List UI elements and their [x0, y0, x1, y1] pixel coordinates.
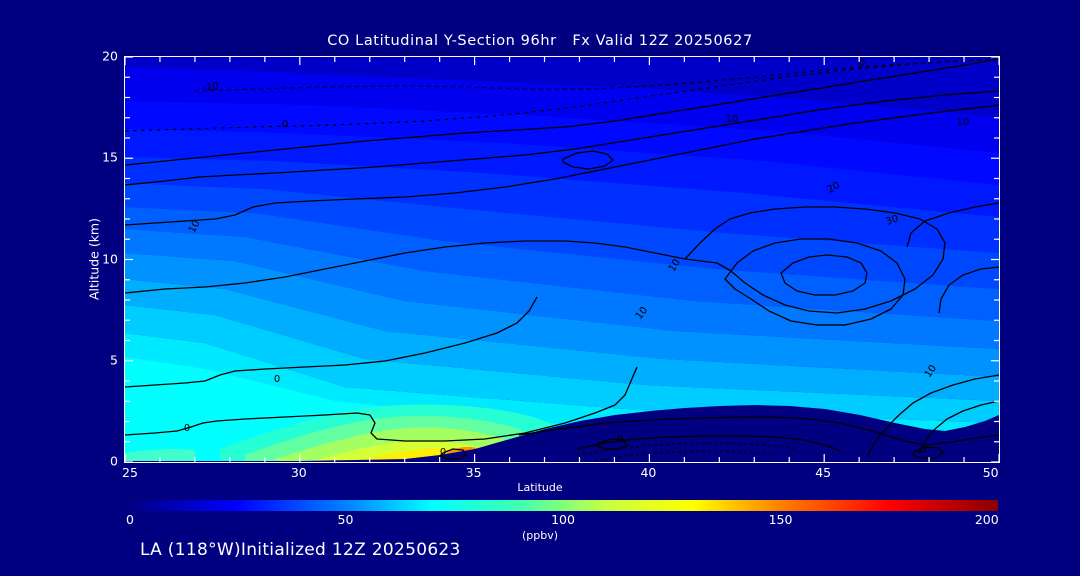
- x-tick-label: 25: [122, 465, 138, 480]
- svg-text:-10: -10: [202, 81, 219, 94]
- svg-text:0: 0: [920, 445, 926, 456]
- x-tick-label: 45: [815, 465, 832, 480]
- x-tick-label: 35: [465, 465, 482, 480]
- svg-text:0: 0: [617, 434, 623, 445]
- colorbar-tick-label: 50: [337, 512, 354, 527]
- svg-text:10: 10: [187, 219, 203, 235]
- svg-text:0: 0: [282, 119, 288, 130]
- colorbar-tick-label: 0: [126, 512, 134, 527]
- x-tick-label: 30: [290, 465, 307, 480]
- plot-area: -10 0 10 0 0 0 0 0 0 10 10 20 30 10: [124, 56, 1000, 463]
- footer-label: LA (118°W)Initialized 12Z 20250623: [140, 540, 461, 560]
- x-axis-ticks: 25 30 35 40 45 50: [122, 465, 999, 485]
- colorbar: [128, 500, 998, 511]
- colorbar-ticks: 0 50 100 150 200: [126, 512, 999, 530]
- svg-text:30: 30: [884, 213, 900, 227]
- y-tick-label: 0: [110, 453, 118, 469]
- colorbar-tick-label: 100: [551, 512, 575, 527]
- svg-text:10: 10: [957, 117, 970, 128]
- y-tick-label: 15: [102, 149, 118, 165]
- x-tick-label: 40: [640, 465, 657, 480]
- section-plot: -10 0 10 0 0 0 0 0 0 10 10 20 30 10: [125, 57, 999, 462]
- colorbar-units: (ppbv): [521, 529, 559, 542]
- y-axis-label-wrap: Altitude (km): [82, 56, 106, 461]
- svg-text:0: 0: [184, 423, 190, 434]
- svg-text:0: 0: [440, 447, 446, 458]
- contour-lines: [125, 58, 999, 462]
- terrain-mask: [125, 405, 999, 462]
- svg-text:0: 0: [859, 58, 865, 69]
- y-tick-label: 20: [102, 48, 118, 64]
- colorbar-gradient: [128, 500, 998, 511]
- x-axis-label: Latitude: [517, 481, 563, 494]
- y-tick-label: 5: [110, 352, 118, 368]
- y-axis-ticks: 0 5 10 15 20: [78, 49, 118, 469]
- y-tick-label: 10: [102, 251, 118, 266]
- chart-title: CO Latitudinal Y-Section 96hr Fx Valid 1…: [327, 33, 753, 49]
- colorbar-tick-label: 150: [768, 512, 793, 527]
- x-tick-label: 50: [982, 465, 999, 480]
- tick-overlay: [125, 57, 999, 462]
- contour-10-closed: [684, 206, 946, 314]
- colorbar-tick-label: 200: [974, 512, 999, 527]
- svg-text:10: 10: [726, 114, 739, 125]
- plot-inner: -10 0 10 0 0 0 0 0 0 10 10 20 30 10: [125, 57, 999, 462]
- y-axis-label: Altitude (km): [86, 217, 102, 300]
- svg-text:0: 0: [274, 374, 280, 385]
